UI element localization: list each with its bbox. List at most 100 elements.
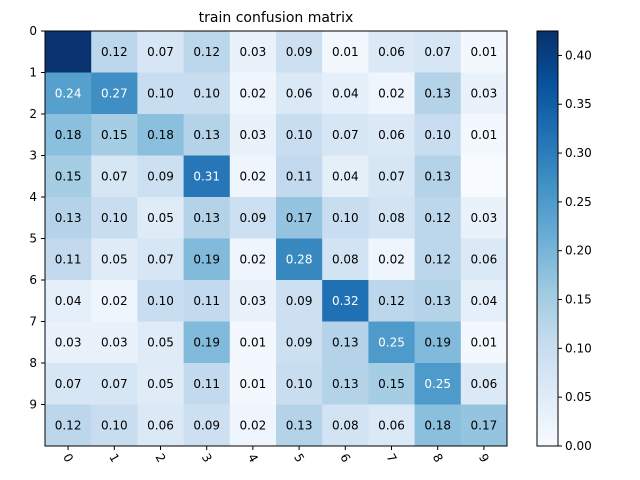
x-tick-label-2: 2 xyxy=(153,451,169,465)
cell-r2-c6 xyxy=(322,114,369,156)
cell-label-r0-c9: 0.01 xyxy=(471,45,498,59)
cell-label-r4-c2: 0.05 xyxy=(147,211,174,225)
cell-r8-c2 xyxy=(137,363,185,405)
cell-r6-c6 xyxy=(322,280,369,322)
cell-r9-c6 xyxy=(322,404,369,447)
y-tick-label-4: 4 xyxy=(29,190,37,204)
cell-r4-c9 xyxy=(460,197,508,239)
cell-r4-c3 xyxy=(183,197,231,239)
y-tick-label-1: 1 xyxy=(29,66,37,80)
cell-label-r9-c2: 0.06 xyxy=(147,418,174,432)
cell-r8-c3 xyxy=(183,363,231,405)
cell-label-r2-c1: 0.15 xyxy=(101,128,128,142)
cell-r3-c7 xyxy=(368,155,416,198)
cell-label-r8-c3: 0.11 xyxy=(193,377,220,391)
colorbar-tick-label-7: 0.35 xyxy=(565,97,592,111)
x-tick-label-8: 8 xyxy=(430,451,446,465)
cell-r9-c8 xyxy=(414,404,462,447)
cell-label-r8-c5: 0.10 xyxy=(286,377,313,391)
cell-label-r1-c1: 0.27 xyxy=(101,86,128,100)
cell-r5-c6 xyxy=(322,238,369,281)
cell-r7-c4 xyxy=(229,321,277,364)
cell-r3-c6 xyxy=(322,155,369,198)
cell-r4-c2 xyxy=(137,197,185,239)
cell-label-r7-c0: 0.03 xyxy=(55,335,82,349)
cell-label-r9-c3: 0.09 xyxy=(193,418,220,432)
cell-r2-c9 xyxy=(460,114,508,156)
cell-label-r4-c4: 0.09 xyxy=(240,211,267,225)
cell-label-r8-c9: 0.06 xyxy=(471,377,498,391)
x-axis-ticks: 0 1 2 3 4 5 6 7 8 9 xyxy=(60,446,492,465)
cell-r3-c2 xyxy=(137,155,185,198)
cell-r1-c1 xyxy=(91,72,138,115)
cell-r7-c5 xyxy=(276,321,323,364)
cell-r9-c4 xyxy=(229,404,277,447)
cell-label-r7-c4: 0.01 xyxy=(240,335,267,349)
y-tick-label-2: 2 xyxy=(29,107,37,121)
cell-label-r1-c6: 0.04 xyxy=(332,86,359,100)
cell-label-r9-c7: 0.06 xyxy=(378,418,405,432)
x-tick-label-3: 3 xyxy=(199,451,215,465)
cell-r3-c8 xyxy=(414,155,462,198)
cell-r9-c7 xyxy=(368,404,416,447)
cell-r8-c0 xyxy=(45,363,92,405)
cell-r2-c1 xyxy=(91,114,138,156)
cell-r1-c9 xyxy=(460,72,508,115)
cell-r6-c5 xyxy=(276,280,323,322)
cell-r5-c0 xyxy=(45,238,92,281)
cell-label-r0-c2: 0.07 xyxy=(147,45,174,59)
colorbar-tick-label-1: 0.05 xyxy=(565,390,592,404)
cell-label-r3-c4: 0.02 xyxy=(240,169,267,183)
cell-r0-c9 xyxy=(460,31,508,73)
colorbar-tick-label-4: 0.20 xyxy=(565,244,592,258)
cell-label-r4-c7: 0.08 xyxy=(378,211,405,225)
cell-label-r1-c3: 0.10 xyxy=(193,86,220,100)
x-tick-label-0: 0 xyxy=(60,451,76,465)
colorbar-ticks: 0.00 0.05 0.10 0.15 0.20 0.25 0.30 0.35 0.40 xyxy=(558,48,592,453)
cell-label-r6-c2: 0.10 xyxy=(147,294,174,308)
cell-r6-c7 xyxy=(368,280,416,322)
cell-label-r1-c8: 0.13 xyxy=(424,86,451,100)
cell-r3-c5 xyxy=(276,155,323,198)
cell-label-r8-c7: 0.15 xyxy=(378,377,405,391)
cell-r4-c1 xyxy=(91,197,138,239)
cell-r5-c2 xyxy=(137,238,185,281)
cell-label-r4-c1: 0.10 xyxy=(101,211,128,225)
cell-label-r0-c4: 0.03 xyxy=(240,45,267,59)
cell-r9-c1 xyxy=(91,404,138,447)
cell-label-r9-c9: 0.17 xyxy=(471,418,498,432)
cell-label-r4-c0: 0.13 xyxy=(55,211,82,225)
cell-label-r5-c8: 0.12 xyxy=(424,252,451,266)
cell-label-r8-c6: 0.13 xyxy=(332,377,359,391)
cell-label-r7-c8: 0.19 xyxy=(424,335,451,349)
cell-label-r3-c1: 0.07 xyxy=(101,169,128,183)
y-tick-label-5: 5 xyxy=(29,232,37,246)
cell-label-r1-c9: 0.03 xyxy=(471,86,498,100)
cell-label-r1-c0: 0.24 xyxy=(55,86,82,100)
cell-label-r5-c9: 0.06 xyxy=(471,252,498,266)
cell-r5-c7 xyxy=(368,238,416,281)
cell-label-r7-c6: 0.13 xyxy=(332,335,359,349)
cell-label-r0-c5: 0.09 xyxy=(286,45,313,59)
colorbar-tick-label-3: 0.15 xyxy=(565,293,592,307)
cell-label-r6-c3: 0.11 xyxy=(193,294,220,308)
cell-label-r8-c0: 0.07 xyxy=(55,377,82,391)
cell-r3-c9 xyxy=(460,155,508,198)
cell-label-r2-c6: 0.07 xyxy=(332,128,359,142)
cell-label-r3-c8: 0.13 xyxy=(424,169,451,183)
cell-label-r7-c3: 0.19 xyxy=(193,335,220,349)
y-tick-label-7: 7 xyxy=(29,315,37,329)
cell-r6-c8 xyxy=(414,280,462,322)
cell-label-r5-c1: 0.05 xyxy=(101,252,128,266)
cell-r9-c2 xyxy=(137,404,185,447)
cell-r1-c6 xyxy=(322,72,369,115)
cell-r0-c4 xyxy=(229,31,277,73)
cell-r9-c9 xyxy=(460,404,508,447)
cell-r2-c0 xyxy=(45,114,92,156)
cell-label-r3-c0: 0.15 xyxy=(55,169,82,183)
cell-r5-c8 xyxy=(414,238,462,281)
cell-r2-c2 xyxy=(137,114,185,156)
cell-r4-c8 xyxy=(414,197,462,239)
cell-r7-c7 xyxy=(368,321,416,364)
cell-label-r0-c1: 0.12 xyxy=(101,45,128,59)
